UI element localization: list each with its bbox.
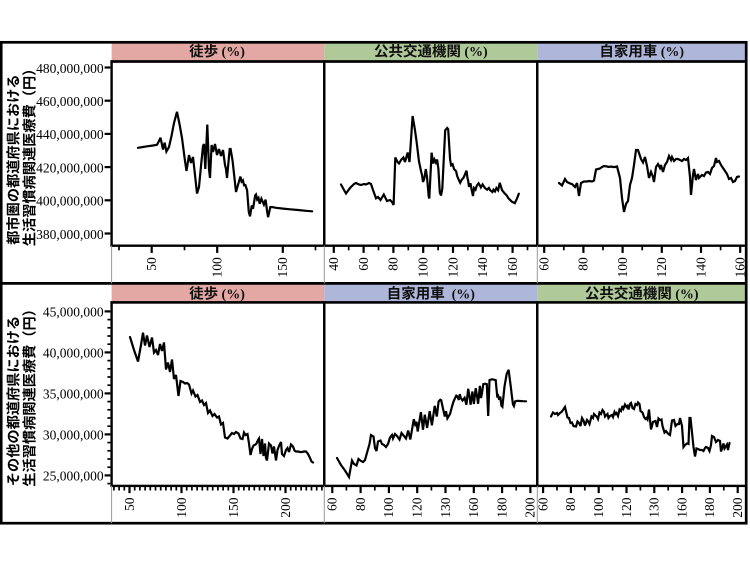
svg-text:160: 160: [466, 497, 481, 518]
svg-text:35,000,000: 35,000,000: [43, 387, 104, 402]
svg-text:160: 160: [505, 257, 520, 278]
svg-text:460,000,000: 460,000,000: [36, 94, 104, 109]
svg-text:180: 180: [702, 497, 717, 518]
svg-text:100: 100: [210, 257, 225, 278]
svg-text:80: 80: [386, 257, 401, 271]
svg-text:100: 100: [615, 257, 630, 278]
svg-text:80: 80: [563, 497, 578, 511]
svg-text:(%): (%): [661, 45, 685, 60]
svg-text:60: 60: [535, 497, 550, 511]
svg-text:(%): (%): [675, 287, 699, 302]
svg-text:50: 50: [122, 497, 137, 511]
svg-text:200: 200: [278, 497, 293, 518]
svg-text:420,000,000: 420,000,000: [36, 160, 104, 175]
svg-text:140: 140: [693, 257, 708, 278]
svg-text:60: 60: [356, 257, 371, 271]
svg-text:120: 120: [410, 497, 425, 518]
svg-text:380,000,000: 380,000,000: [36, 227, 104, 242]
svg-text:30,000,000: 30,000,000: [43, 428, 104, 443]
svg-text:120: 120: [445, 257, 460, 278]
svg-text:180: 180: [494, 497, 509, 518]
svg-text:440,000,000: 440,000,000: [36, 127, 104, 142]
svg-text:60: 60: [537, 257, 552, 271]
svg-text:(%): (%): [222, 45, 246, 60]
svg-text:130: 130: [438, 497, 453, 518]
svg-text:60: 60: [325, 497, 340, 511]
svg-text:200: 200: [730, 497, 745, 518]
svg-text:150: 150: [226, 497, 241, 518]
svg-text:(%): (%): [222, 287, 246, 302]
svg-text:100: 100: [416, 257, 431, 278]
svg-text:120: 120: [619, 497, 634, 518]
svg-text:25,000,000: 25,000,000: [43, 469, 104, 484]
svg-text:480,000,000: 480,000,000: [36, 61, 104, 76]
svg-text:(%): (%): [452, 287, 476, 302]
svg-text:120: 120: [654, 257, 669, 278]
svg-text:45,000,000: 45,000,000: [43, 305, 104, 320]
svg-text:40,000,000: 40,000,000: [43, 346, 104, 361]
svg-text:160: 160: [674, 497, 689, 518]
svg-text:50: 50: [144, 257, 159, 271]
svg-text:160: 160: [733, 257, 748, 278]
svg-text:150: 150: [275, 257, 290, 278]
svg-text:100: 100: [591, 497, 606, 518]
svg-text:80: 80: [576, 257, 591, 271]
svg-text:100: 100: [381, 497, 396, 518]
svg-text:400,000,000: 400,000,000: [36, 194, 104, 209]
svg-text:200: 200: [523, 497, 538, 518]
svg-text:80: 80: [353, 497, 368, 511]
svg-text:(%): (%): [464, 45, 488, 60]
svg-text:140: 140: [475, 257, 490, 278]
svg-text:40: 40: [326, 257, 341, 271]
svg-text:100: 100: [174, 497, 189, 518]
svg-text:130: 130: [647, 497, 662, 518]
